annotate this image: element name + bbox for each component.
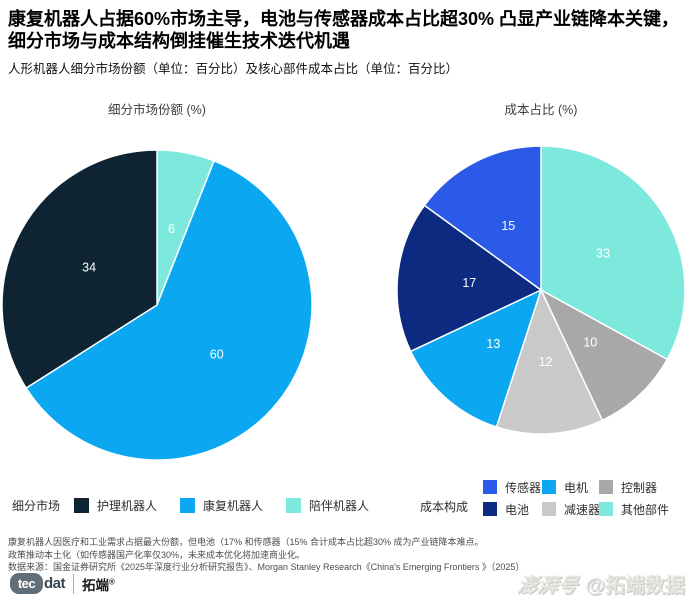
pie-slice-电机 [409,289,542,428]
legend-swatch [483,480,497,494]
tecdat-logo-mark: tec [10,573,43,594]
pie-slice-电池 [396,204,542,353]
title-line-2: 细分市场与成本结构倒挂催生技术迭代机遇 [8,31,350,51]
footnote-line-1: 康复机器人因医疗和工业需求占据最大份额，但电池（17% 和传感器（15% 合计成… [8,537,484,547]
title-line-1: 康复机器人占据60%市场主导，电池与传感器成本占比超30% 凸显产业链降本关键， [8,9,680,29]
legend-item-康复机器人: 康复机器人 [180,497,263,514]
legend-item-护理机器人: 护理机器人 [74,497,157,514]
legend-row: 电池 减速器 其他部件 [483,498,669,520]
legend-swatch [483,502,497,516]
legend-row: 传感器 电机 控制器 [483,476,669,498]
pie-value-label: 33 [596,246,610,260]
pie-value-label: 34 [82,261,96,275]
legend-label: 康复机器人 [203,499,264,513]
market-legend-items: 护理机器人 康复机器人 陪伴机器人 [74,497,392,514]
pie-slice-传感器 [423,145,542,291]
market-legend: 细分市场 护理机器人 康复机器人 陪伴机器人 [12,497,392,514]
pie-value-label: 10 [583,335,597,349]
footnote-line-2: 政策推动本土化（如传感器国产化率仅30%，未来成本优化将加速商业化。 [8,549,306,560]
pie-slice-控制器 [540,289,668,422]
legend-swatch [542,502,556,516]
pie-value-label: 6 [168,222,175,236]
legend-swatch [74,498,90,513]
watermark: 澎湃号 @拓端数据 [516,569,685,598]
legend-label: 其他部件 [621,502,670,517]
pie-slice-护理机器人 [1,149,158,389]
legend-item-其他部件: 其他部件 [599,501,669,518]
right-chart-title: 成本占比 (%) [504,103,578,117]
legend-label: 护理机器人 [97,499,158,513]
pie-slice-康复机器人 [25,160,313,461]
legend-label: 减速器 [564,502,601,517]
tecdat-logo-cn: 拓端® [82,577,115,593]
footnotes: 康复机器人因医疗和工业需求占据最大份额，但电池（17% 和传感器（15% 合计成… [8,536,688,574]
cost-legend-title: 成本构成 [420,500,469,514]
cost-share-pie-chart: 33 10 12 13 17 15 [396,145,686,435]
market-share-pie-chart: 6 60 34 [1,149,313,461]
footnote-line-3: 数据来源：国金证券研究所《2025年深度行业分析研究报告》、Morgan Sta… [8,562,525,572]
legend-swatch [542,480,556,494]
legend-item-电机: 电机 [542,479,599,496]
page-subtitle: 人形机器人细分市场份额（单位：百分比）及核心部件成本占比（单位：百分比） [8,62,459,76]
tecdat-logo: tec dat 拓端® [10,573,115,594]
watermark-handle: @拓端数据 [585,575,685,597]
cost-legend: 传感器 电机 控制器电池 减速器 其他部件 [483,476,669,520]
legend-item-电池: 电池 [483,501,542,518]
market-legend-title: 细分市场 [12,499,61,513]
page-title: 康复机器人占据60%市场主导，电池与传感器成本占比超30% 凸显产业链降本关键，… [8,8,686,52]
pie-value-label: 17 [462,276,476,290]
legend-swatch [180,498,196,513]
pie-slice-其他部件 [540,145,686,361]
watermark-platform: 澎湃号 [516,575,580,597]
legend-swatch [286,498,302,513]
legend-swatch [599,502,613,516]
pie-value-label: 13 [486,337,500,351]
legend-swatch [599,480,613,494]
pie-value-label: 60 [210,347,224,361]
legend-label: 电池 [505,502,530,517]
legend-item-传感器: 传感器 [483,479,542,496]
pie-value-label: 12 [539,355,553,369]
legend-label: 传感器 [505,480,542,495]
legend-label: 控制器 [621,480,658,495]
logo-divider [73,573,74,594]
legend-item-陪伴机器人: 陪伴机器人 [286,497,369,514]
legend-label: 陪伴机器人 [309,499,370,513]
legend-label: 电机 [564,480,589,495]
pie-slice-减速器 [495,289,604,435]
pie-value-label: 15 [501,219,515,233]
legend-item-减速器: 减速器 [542,501,601,518]
legend-item-控制器: 控制器 [599,479,657,496]
tecdat-logo-dat: dat [44,575,66,592]
left-chart-title: 细分市场份额 (%) [108,103,206,117]
